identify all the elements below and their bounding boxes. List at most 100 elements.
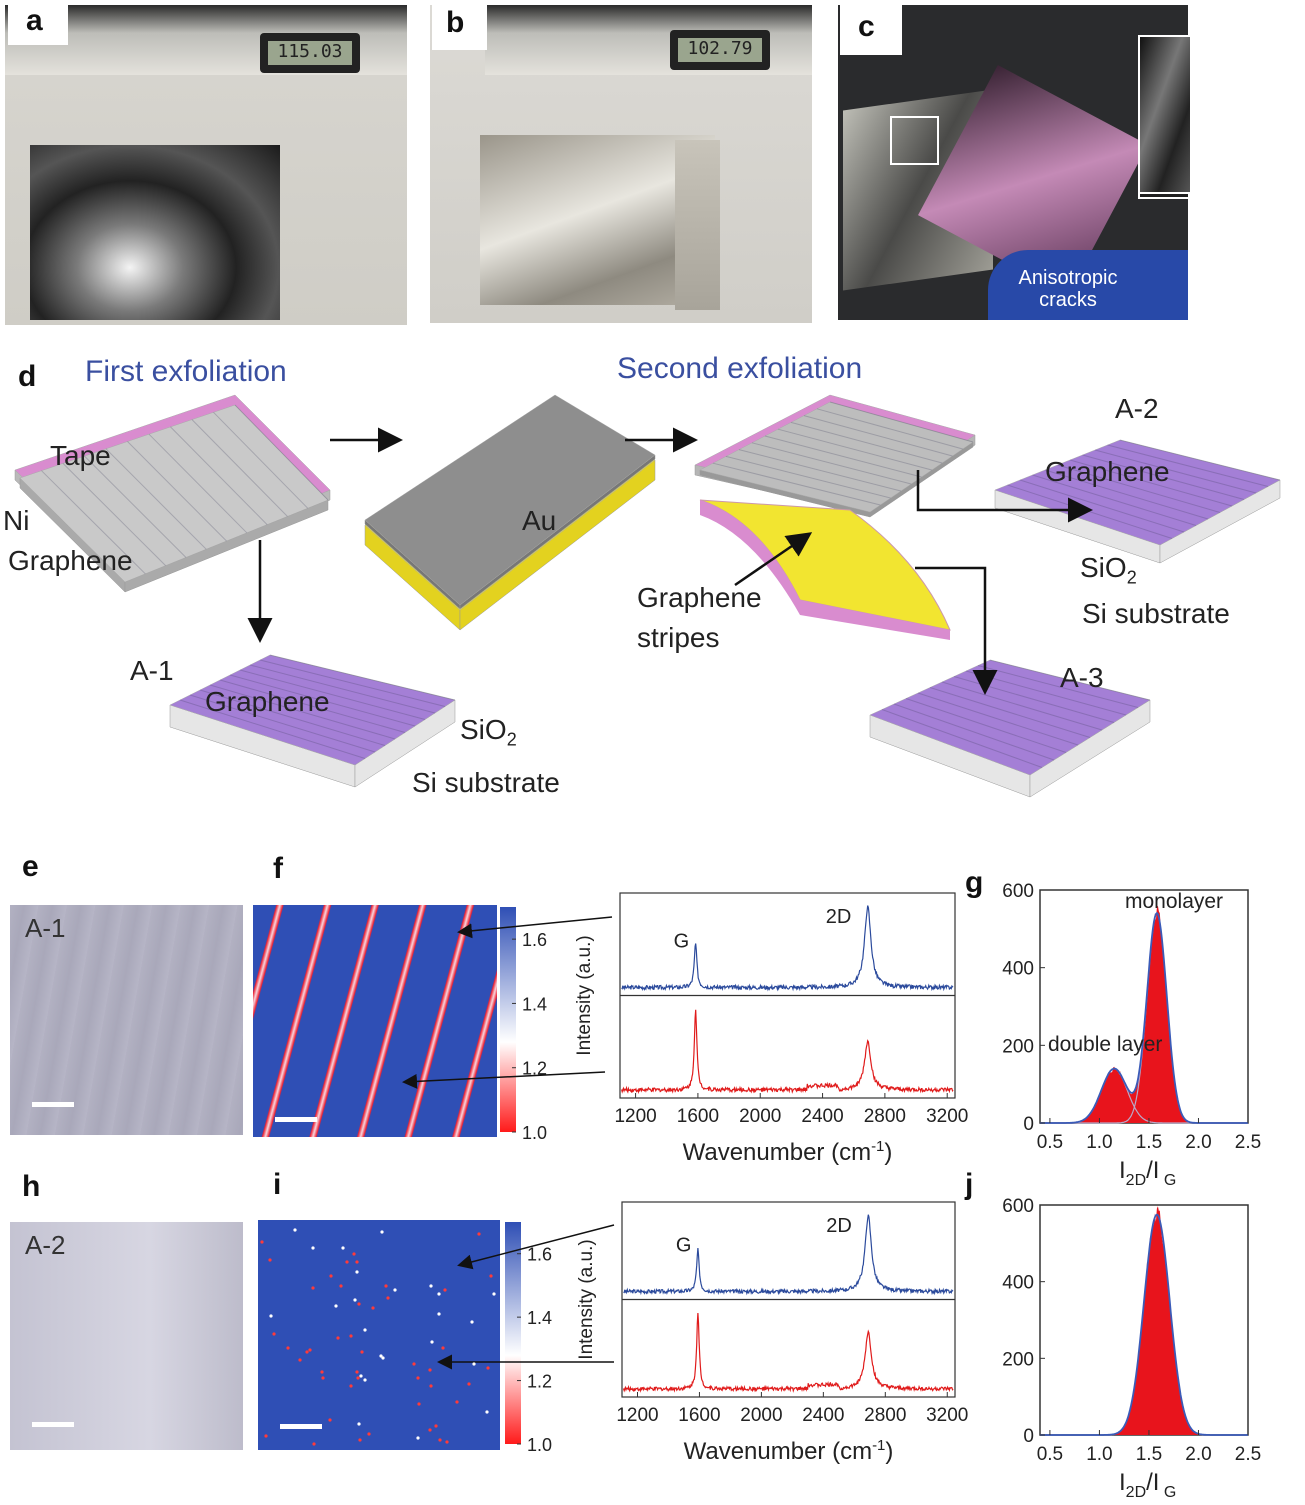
lattice-line xyxy=(148,433,248,534)
lattice-line xyxy=(229,674,416,727)
a3-label: A-3 xyxy=(1060,662,1104,693)
arrow-to-a3 xyxy=(915,566,998,695)
a2-si-substrate-label: Si substrate xyxy=(1082,598,1230,629)
histogram-frame xyxy=(1039,1204,1249,1436)
a2-label: A-2 xyxy=(1115,393,1159,424)
schematic-diagram xyxy=(14,394,1281,798)
x-tick-label: 2800 xyxy=(864,1106,906,1127)
raman-map-a2 xyxy=(258,1220,500,1450)
lattice-line xyxy=(764,435,922,478)
spectra-frame xyxy=(621,1201,956,1398)
x-tick-label: 2400 xyxy=(802,1405,844,1426)
lattice-line xyxy=(213,411,309,509)
lattice-line xyxy=(751,442,912,485)
scale-bar xyxy=(32,1422,74,1427)
spectrum-line xyxy=(622,1312,954,1393)
x-tick-label: 1600 xyxy=(677,1106,719,1127)
sio2-text: SiO xyxy=(460,714,507,745)
graphene-ni-layer-top xyxy=(19,404,329,583)
colorbar-tick-label: 1.4 xyxy=(522,994,547,1014)
lattice-line xyxy=(191,419,288,517)
sample-label: A-2 xyxy=(25,1230,66,1260)
nickel-foil xyxy=(30,145,280,320)
optical-image-a1: A-1 xyxy=(10,905,243,1135)
lattice-line xyxy=(105,448,207,550)
lattice-line xyxy=(893,703,1055,761)
lattice-line xyxy=(269,654,456,701)
lattice-line xyxy=(816,408,963,450)
lattice-line xyxy=(41,470,146,575)
panel-label-c: c xyxy=(858,10,875,43)
inset-marker xyxy=(890,116,939,165)
colorbar-tick-label: 1.0 xyxy=(527,1435,552,1455)
photo-a-nickel-foil: 115.03 xyxy=(5,5,407,325)
lattice-line xyxy=(199,689,386,746)
inset-photo xyxy=(1138,35,1192,194)
sio2-subscript: 2 xyxy=(506,729,517,750)
a2-graphene-label: Graphene xyxy=(1045,456,1170,487)
x-tick-label: 2000 xyxy=(739,1106,781,1127)
curved-tape-edge xyxy=(700,500,800,615)
a1-sio2-label: SiO2 xyxy=(460,714,517,751)
lattice-line xyxy=(127,441,227,542)
panel-label-f: f xyxy=(273,852,283,885)
lattice-line xyxy=(1094,449,1257,494)
panel-label-h: h xyxy=(22,1170,41,1203)
x-tick-label: 2.0 xyxy=(1185,1444,1211,1465)
lattice-line xyxy=(941,681,1103,731)
panel-label-b: b xyxy=(446,6,465,39)
colorbar-tick-label: 1.2 xyxy=(527,1372,552,1392)
histogram-bars xyxy=(1040,1206,1248,1435)
colorbar-tick-label: 1.0 xyxy=(522,1123,547,1143)
panel-label-g: g xyxy=(965,866,984,899)
scale-bar xyxy=(275,1117,317,1122)
caliper-readout: 102.79 xyxy=(678,38,762,62)
scale-bar xyxy=(280,1424,322,1429)
colorbar xyxy=(500,907,516,1132)
colorbar-tick-label: 1.4 xyxy=(527,1308,552,1328)
x-axis-label: Wavenumber (cm-1) xyxy=(684,1437,894,1465)
sample-label: A-1 xyxy=(25,913,66,943)
x-tick-label: 0.5 xyxy=(1037,1444,1063,1465)
lattice-line xyxy=(1119,439,1281,481)
lattice-line xyxy=(1019,479,1185,533)
lattice-line xyxy=(1069,459,1233,507)
x-tick-label: 2800 xyxy=(864,1405,906,1426)
colorbar-tick-label: 1.2 xyxy=(522,1059,547,1079)
lattice-line xyxy=(1107,444,1269,487)
gold-film-strip xyxy=(675,140,720,310)
sio2-subscript: 2 xyxy=(1126,567,1137,588)
x-axis-label: I2D/I G xyxy=(1119,1157,1176,1189)
component-fit xyxy=(1040,912,1248,1124)
lattice-line xyxy=(917,692,1079,746)
x-tick-label: 3200 xyxy=(926,1405,968,1426)
glove xyxy=(988,250,1188,320)
x-tick-label: 3200 xyxy=(926,1106,968,1127)
x-tick-label: 2.5 xyxy=(1235,1444,1261,1465)
y-axis-label: Intensity (a.u.) xyxy=(574,935,595,1055)
lattice-line xyxy=(1057,464,1221,513)
lattice-line xyxy=(1044,469,1209,520)
y-tick-label: 0 xyxy=(1023,1114,1034,1135)
a1-label: A-1 xyxy=(130,655,174,686)
caliper-readout: 115.03 xyxy=(268,41,352,65)
y-tick-label: 400 xyxy=(1002,1273,1034,1294)
lattice-line xyxy=(905,698,1067,753)
peak-label-2d: 2D xyxy=(826,906,852,928)
panel-label-e: e xyxy=(22,850,39,883)
y-tick-label: 200 xyxy=(1002,1036,1034,1057)
lattice-line xyxy=(1082,454,1245,500)
ni-label: Ni xyxy=(3,505,30,536)
lattice-line xyxy=(738,449,902,492)
scale-bar xyxy=(32,1102,74,1107)
lattice-line xyxy=(84,455,187,558)
histogram-frame xyxy=(1039,889,1249,1124)
graphene-label: Graphene xyxy=(8,545,133,576)
lattice-line xyxy=(249,664,436,714)
tape-label: Tape xyxy=(50,440,111,471)
histogram-bars xyxy=(1040,905,1248,1123)
panel-label-d: d xyxy=(18,360,37,393)
lattice-line xyxy=(989,659,1151,701)
label-bg xyxy=(8,5,68,45)
component-fit xyxy=(1040,1067,1248,1124)
